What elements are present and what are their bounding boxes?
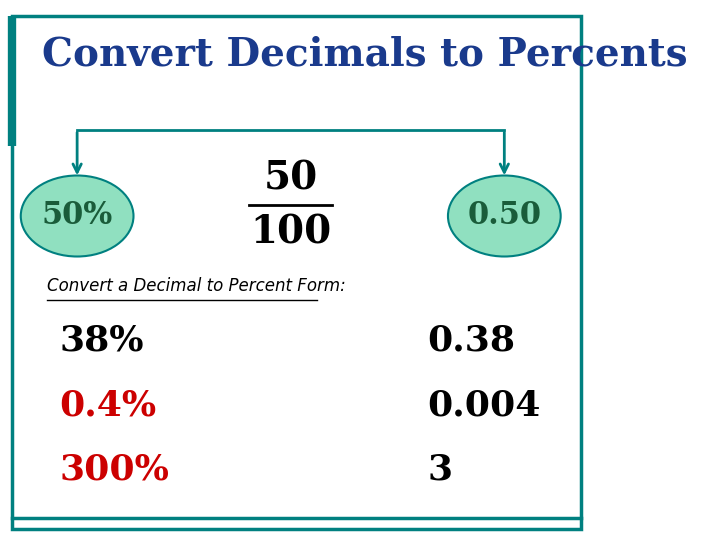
Text: 38%: 38% <box>59 323 144 357</box>
Text: 0.38: 0.38 <box>427 323 516 357</box>
Text: Convert Decimals to Percents: Convert Decimals to Percents <box>42 35 687 73</box>
Text: 50: 50 <box>264 159 318 197</box>
Ellipse shape <box>448 176 561 256</box>
Text: 3: 3 <box>427 453 452 487</box>
Ellipse shape <box>21 176 133 256</box>
Text: 50%: 50% <box>42 200 113 232</box>
Text: 0.4%: 0.4% <box>59 388 156 422</box>
Text: 300%: 300% <box>59 453 169 487</box>
Text: 0.004: 0.004 <box>427 388 541 422</box>
Text: 100: 100 <box>250 213 331 251</box>
Text: Convert a Decimal to Percent Form:: Convert a Decimal to Percent Form: <box>48 277 346 295</box>
Text: 0.50: 0.50 <box>467 200 541 232</box>
